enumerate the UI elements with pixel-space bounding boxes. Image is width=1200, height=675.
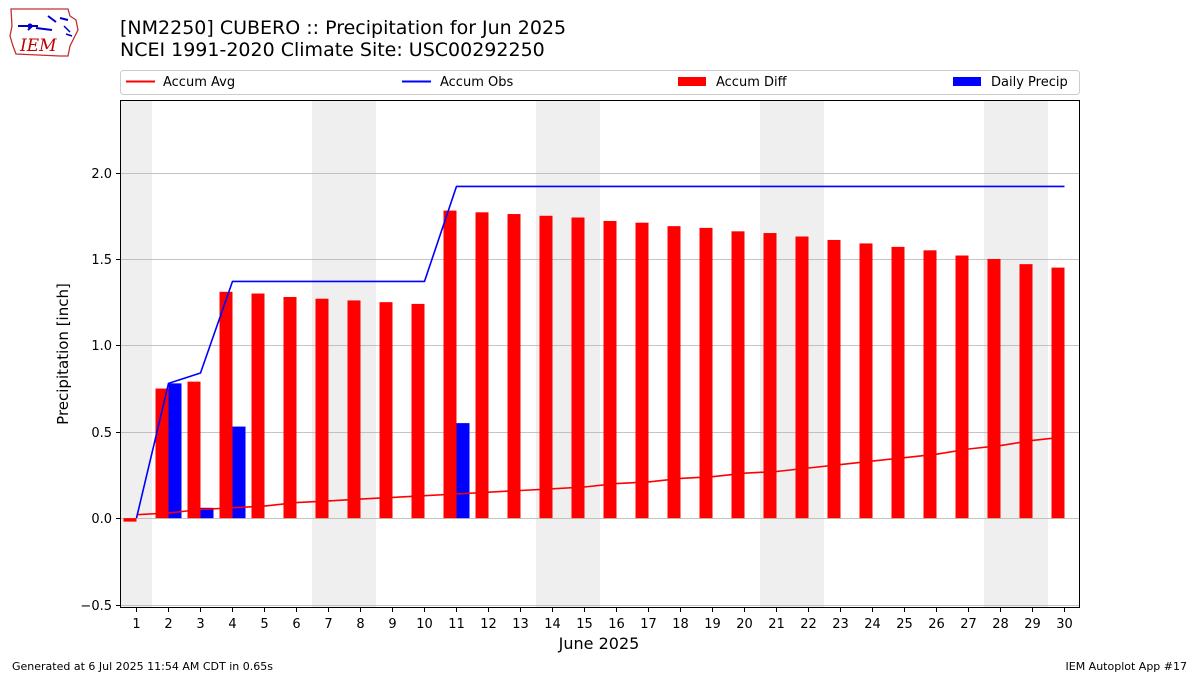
x-tick-label: 4 (228, 617, 236, 632)
x-tick-label: 26 (928, 617, 945, 632)
accum-diff-bar-day-10 (411, 303, 425, 519)
y-tick-label: 1.5 (91, 253, 112, 268)
app-credit: IEM Autoplot App #17 (1065, 660, 1188, 673)
x-tick-label: 20 (736, 617, 753, 632)
x-tick-label: 24 (864, 617, 881, 632)
bars (123, 210, 1065, 522)
accum-diff-bar-day-5 (251, 293, 265, 519)
accum-diff-bar-day-6 (283, 296, 297, 519)
accum-diff-bar-day-17 (635, 222, 649, 519)
accum-diff-bar-day-12 (475, 212, 489, 519)
accum-diff-bar-day-13 (507, 214, 521, 519)
x-tick-label: 15 (576, 617, 593, 632)
x-tick-label: 18 (672, 617, 689, 632)
accum-diff-bar-day-19 (699, 227, 713, 519)
x-tick-label: 2 (164, 617, 172, 632)
accum-diff-bar-day-20 (731, 231, 745, 519)
accum-diff-bar-day-22 (795, 236, 809, 519)
accum-diff-bar-day-2 (155, 388, 169, 519)
daily-precip-bar-day-11 (456, 423, 470, 519)
x-tick-label: 11 (448, 617, 465, 632)
accum-diff-bar-day-16 (603, 220, 617, 519)
x-tick-label: 10 (416, 617, 433, 632)
accum-diff-bar-day-9 (379, 302, 393, 519)
accum-diff-bar-day-4 (219, 291, 233, 519)
accum-diff-bar-day-23 (827, 239, 841, 519)
daily-precip-bar-day-4 (232, 426, 246, 519)
accum-avg-line (136, 436, 1065, 516)
x-tick-label: 25 (896, 617, 913, 632)
x-tick-label: 9 (388, 617, 396, 632)
daily-precip-bar-day-3 (200, 507, 214, 519)
y-tick-label: 0.5 (91, 426, 112, 441)
chart-subtitle: NCEI 1991-2020 Climate Site: USC00292250 (120, 39, 545, 61)
legend-label-daily-precip: Daily Precip (991, 75, 1068, 90)
x-axis-label: June 2025 (558, 634, 640, 653)
legend-frame (120, 70, 1080, 95)
accum-diff-bar-day-14 (539, 215, 553, 519)
legend-label-accum-obs: Accum Obs (440, 75, 513, 90)
accum-diff-bar-day-11 (443, 210, 457, 519)
x-tick-label: 3 (196, 617, 204, 632)
accum-diff-bar-day-29 (1019, 264, 1033, 519)
accum-diff-bar-day-28 (987, 258, 1001, 519)
weekend-shade-day-1 (120, 100, 152, 608)
x-tick-label: 8 (356, 617, 364, 632)
x-tick-label: 13 (512, 617, 529, 632)
accum-diff-bar-day-1 (123, 518, 137, 522)
accum-diff-bar-day-25 (891, 246, 905, 519)
x-tick-label: 7 (324, 617, 332, 632)
chart-title-block: [NM2250] CUBERO :: Precipitation for Jun… (120, 17, 566, 61)
legend: Accum Avg Accum Obs Accum Diff Daily Pre… (120, 70, 1080, 95)
chart-title: [NM2250] CUBERO :: Precipitation for Jun… (120, 17, 567, 39)
x-tick-label: 1 (132, 617, 140, 632)
x-tick-label: 23 (832, 617, 849, 632)
x-tick-label: 21 (768, 617, 785, 632)
axis-ticks: −0.50.00.51.01.52.01 2 3 4 5 6 7 8 9 10 11 12 13 14 15… (80, 167, 1072, 632)
y-tick-label: 1.0 (91, 339, 112, 354)
x-tick-label: 27 (960, 617, 977, 632)
x-tick-label: 22 (800, 617, 817, 632)
x-tick-label: 16 (608, 617, 625, 632)
accum-diff-bar-day-18 (667, 226, 681, 519)
plot-frame (120, 100, 1080, 608)
legend-swatch-daily-precip (953, 77, 981, 86)
iem-logo: IEM (8, 6, 80, 60)
x-tick-label: 29 (1024, 617, 1041, 632)
x-tick-label: 30 (1056, 617, 1073, 632)
accum-diff-bar-day-8 (347, 300, 361, 519)
legend-label-accum-avg: Accum Avg (163, 75, 235, 90)
accum-diff-bar-day-7 (315, 298, 329, 519)
daily-precip-bar-day-2 (168, 383, 182, 519)
lines (135, 185, 1065, 519)
x-tick-label: 12 (480, 617, 497, 632)
y-tick-label: −0.5 (80, 599, 112, 614)
accum-diff-bar-day-27 (955, 255, 969, 519)
accum-diff-bar-day-15 (571, 217, 585, 519)
y-tick-label: 2.0 (91, 167, 112, 182)
accum-diff-bar-day-21 (763, 233, 777, 519)
accum-diff-bar-day-24 (859, 243, 873, 519)
logo-text: IEM (19, 36, 57, 56)
x-tick-label: 5 (260, 617, 268, 632)
accum-diff-bar-day-30 (1051, 267, 1065, 519)
y-gridlines (120, 173, 1080, 606)
y-tick-label: 0.0 (91, 512, 112, 527)
x-tick-label: 17 (640, 617, 657, 632)
accum-diff-bar-day-3 (187, 381, 201, 519)
accum-obs-line (135, 185, 1065, 519)
x-tick-label: 19 (704, 617, 721, 632)
legend-swatch-accum-diff (678, 77, 706, 86)
legend-label-accum-diff: Accum Diff (716, 75, 788, 90)
accum-diff-bar-day-26 (923, 250, 937, 519)
x-tick-label: 14 (544, 617, 561, 632)
x-tick-label: 6 (292, 617, 300, 632)
y-axis-label: Precipitation [inch] (54, 283, 72, 425)
generated-note: Generated at 6 Jul 2025 11:54 AM CDT in … (12, 660, 273, 673)
x-tick-label: 28 (992, 617, 1009, 632)
iem-logo-graphic: IEM (9, 8, 79, 57)
